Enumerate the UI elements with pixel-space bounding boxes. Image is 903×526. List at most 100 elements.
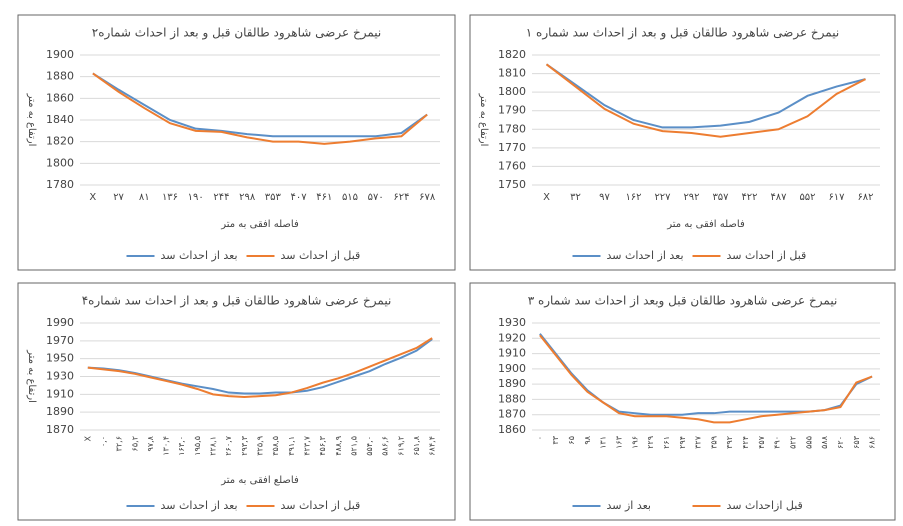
x-tick-label: ۱۳۶ [162,192,178,203]
x-tick-label: ۴۸۸,۹ [334,436,343,456]
x-tick-label: ۲۹۴ [678,436,687,449]
x-tick-label: ۶۷۸ [419,192,436,203]
y-axis-label: ارتفاع به متر [478,93,489,147]
x-tick-label: ۵۸۶,۶ [381,436,390,456]
x-tick-label: ۱۳۰,۴ [162,436,171,456]
x-tick-label: ۴۲۲ [741,192,757,203]
x-tick-label: ۲۲۸,۱ [209,436,218,456]
x-tick-label: ۳۵۳ [265,192,282,203]
x-tick-label: ۹۷,۸ [146,435,155,451]
y-tick-label: 1860 [498,423,526,436]
series-line [92,72,428,145]
x-tick-label: ۴۲۳,۷ [302,435,311,455]
x-axis-label: فاصله افقی به متر [666,219,745,230]
x-tick-label: ۱۶۳ [615,435,624,449]
y-tick-label: 1910 [498,347,526,360]
legend-label: قبل از احداث سد [727,249,807,262]
x-tick-label: ۲۹۳,۳ [240,435,249,455]
x-tick-label: ۴۵۶,۳ [318,435,327,455]
panel [469,14,896,271]
x-tick-label: ۹۸ [583,435,592,444]
x-tick-label: ۳۲۷ [694,435,703,449]
x-axis-label: فاصلع افقی به متر [220,475,299,486]
y-tick-label: 1930 [498,316,526,329]
legend-label: قبل از احداث سد [281,249,361,262]
y-axis-label: ارتفاع به متر [26,93,37,147]
x-tick-label: X [89,192,96,203]
y-tick-label: 1880 [498,392,526,405]
x-tick-label: ۲۷ [113,192,124,203]
y-tick-label: 1870 [46,423,74,436]
x-tick-label: ۵۵۵ [804,436,813,449]
x-tick-label: ۶۸۲ [857,192,873,203]
x-tick-label: ۳۵۷ [712,192,729,203]
y-tick-label: 1890 [498,377,526,390]
x-tick-label: ۳۵۹ [709,436,718,449]
x-tick-label: ۱۹۵,۵ [193,436,202,456]
y-tick-label: 1770 [498,141,526,154]
y-tick-label: 1820 [46,135,74,148]
x-tick-label: ۲۹۸ [239,192,256,203]
x-tick-label: ۵۵۲ [799,192,815,203]
x-tick-label: ۶۵,۲ [130,436,139,451]
y-tick-label: 1990 [46,316,74,329]
x-tick-label: X [543,192,550,203]
x-tick-label: X [83,435,92,441]
x-tick-label: ۴۰۷ [291,192,308,203]
x-tick-label: ۴۹۰ [773,436,782,449]
x-tick-label: ۱۶۲ [625,192,641,203]
x-tick-label: ۴۵۷ [757,435,766,449]
series-line [92,72,428,138]
x-tick-label: ۳۲,۶ [115,436,124,451]
x-tick-label: ۳۵۸,۵ [271,436,280,456]
y-tick-label: 1800 [498,85,526,98]
legend-label: قبل ازاحداث سد [727,499,803,512]
x-tick-label: ۱۹۶ [630,436,639,449]
y-tick-label: 1820 [498,48,526,61]
x-tick-label: ۳۲ [570,192,581,203]
x-tick-label: ۲۶۱ [662,436,671,449]
x-tick-label: ۹۷ [599,192,610,203]
x-tick-label: ۲۲۷ [654,192,671,203]
x-tick-label: ۱۹۰ [188,192,204,203]
x-axis-label: فاصله افقی به متر [220,219,299,230]
y-tick-label: 1970 [46,334,74,347]
x-tick-label: ۴۲۴ [741,436,750,449]
x-tick-label: ۲۶۰,۷ [224,435,233,455]
x-tick-label: ۶۸۴,۴ [428,436,437,456]
x-tick-label: ۴۶۱ [316,192,332,203]
legend-label: بعد از سد [607,499,652,512]
series-line [87,337,433,399]
y-tick-label: 1950 [46,352,74,365]
y-tick-label: 1890 [46,405,74,418]
x-tick-label: ۵۲۲ [789,436,798,449]
x-tick-label: ۰ [535,436,544,440]
x-tick-label: ۵۱۵ [342,192,358,203]
chart-title: نیمرخ عرضی شاهرود طالقان قبل و بعد از اح… [82,294,392,309]
y-tick-label: 1910 [46,387,74,400]
x-tick-label: ۸۱ [139,192,150,203]
x-tick-label: ۵۲۱,۵ [349,436,358,456]
chart-title: نیمرخ عرضی شاهرود طالقان قبل و بعد از اح… [526,26,839,41]
x-tick-label: ۵۸۸ [820,435,829,449]
legend-label: قبل از احداث سد [281,499,361,512]
y-tick-label: 1900 [46,48,74,61]
chart-title: نیمرخ عرضی شاهرود طالقان قبل وبعد از احد… [528,294,838,309]
y-tick-label: 1810 [498,67,526,80]
panel [469,282,896,521]
series-line [545,63,866,129]
x-tick-label: ۵۷۰ [368,192,384,203]
chart-title: نیمرخ عرضی شاهرود طالقان قبل و بعد از اح… [92,26,381,41]
x-tick-label: ۶۱۹,۲ [396,436,405,456]
y-tick-label: 1840 [46,113,74,126]
x-tick-label: ۶۵ [567,436,576,445]
y-tick-label: 1860 [46,91,74,104]
panel [17,14,456,271]
x-tick-label: ۳۹۲ [725,436,734,449]
x-tick-label: ۲۹۲ [683,192,699,203]
y-tick-label: 1760 [498,159,526,172]
x-tick-label: ۰,۰ [99,436,108,447]
series-line [539,334,873,424]
y-tick-label: 1930 [46,370,74,383]
x-tick-label: ۳۹۱,۱ [287,436,296,456]
